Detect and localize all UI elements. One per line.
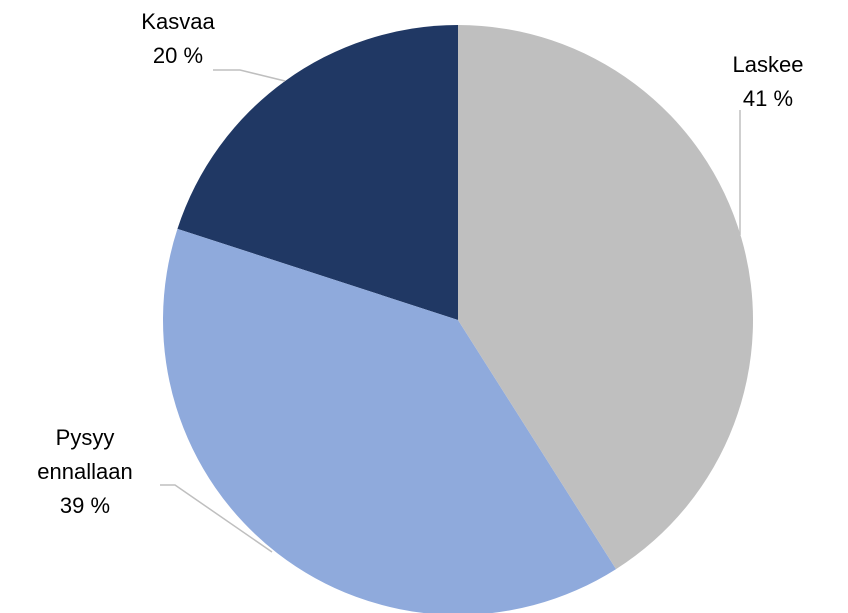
category-label: Pysyy ennallaan <box>37 425 133 484</box>
data-label: Pysyy ennallaan 39 % <box>25 421 145 523</box>
data-label: Laskee 41 % <box>703 48 833 116</box>
leader-line <box>160 484 273 553</box>
value-label: 41 % <box>742 86 794 111</box>
data-label: Kasvaa 20 % <box>113 5 243 73</box>
category-label: Laskee <box>732 52 804 77</box>
pie-slice <box>177 25 458 320</box>
pie-slice <box>458 25 753 570</box>
category-label: Kasvaa <box>141 9 215 34</box>
leader-line <box>213 69 286 82</box>
pie-slice <box>163 228 617 613</box>
value-label: 39 % <box>59 493 111 518</box>
value-label: 20 % <box>152 43 204 68</box>
